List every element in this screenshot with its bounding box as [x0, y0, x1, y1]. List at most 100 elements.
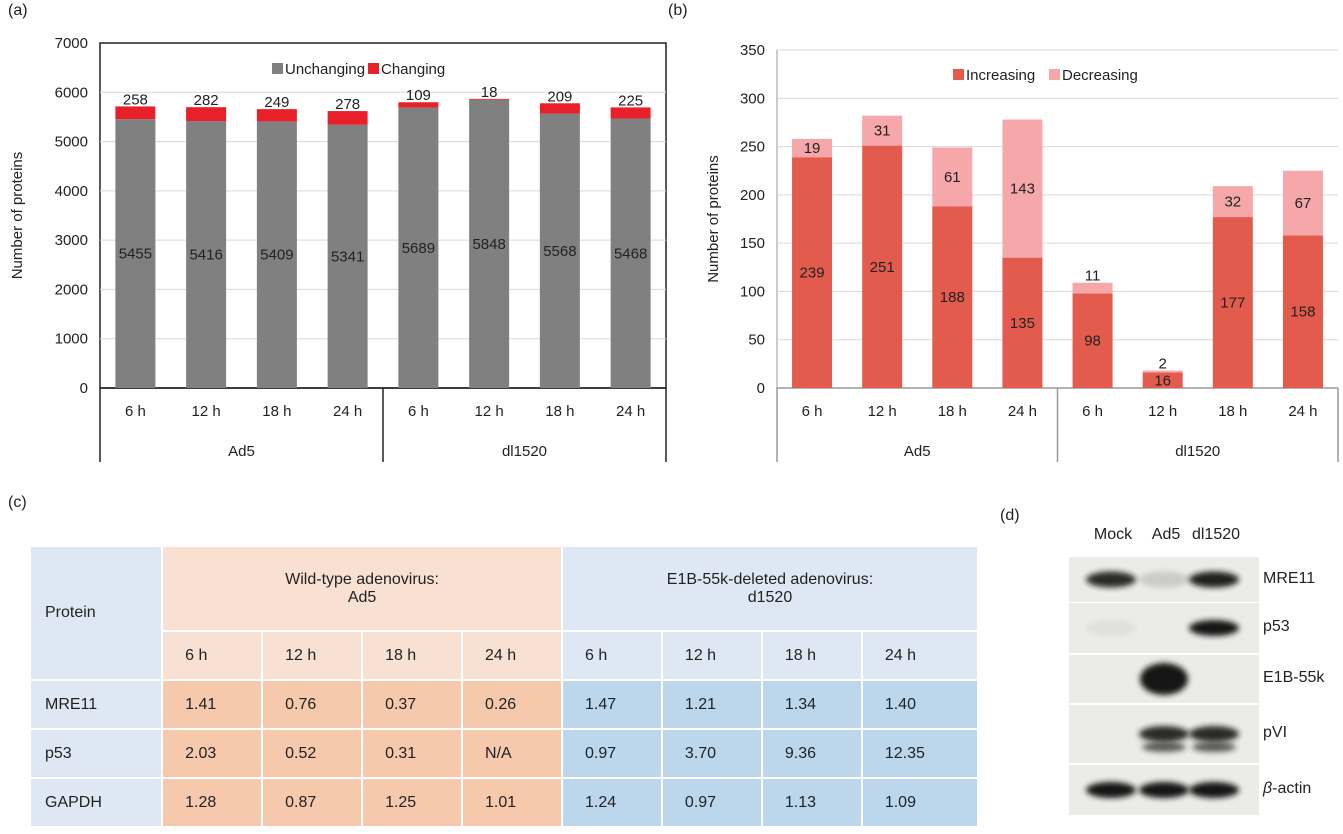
wild-type-header: Wild-type adenovirus: Ad5 [161, 545, 563, 632]
chart-b-label-increasing: 188 [940, 289, 965, 306]
chart-b-bar-decreasing [792, 138, 833, 158]
chart-a-x-tick-label: 18 h [545, 403, 574, 420]
chart-b-label-decreasing: 61 [944, 169, 961, 186]
chart-a-x-tick-label: 12 h [475, 403, 504, 420]
chart-a-label-changing: 282 [194, 92, 219, 109]
value-cell: 1.21 [660, 679, 763, 730]
chart-b-label-increasing: 251 [870, 259, 895, 276]
chart-a-bar-changing [115, 106, 156, 120]
chart-a-label-changing: 278 [335, 96, 360, 113]
chart-b-label-increasing: 135 [1010, 315, 1035, 332]
value-cell: 0.37 [361, 679, 464, 730]
lane-label: Mock [1093, 526, 1133, 543]
blot-band [1086, 620, 1136, 636]
chart-a-label-unchanging: 5568 [543, 243, 576, 260]
chart-b-bar-increasing [862, 145, 903, 388]
blot-row-label: pVI [1263, 724, 1288, 741]
chart-a-y-tick-label: 2000 [55, 281, 88, 298]
chart-a-y-tick-label: 7000 [55, 35, 88, 52]
chart-a-legend-swatch-unchanging [272, 63, 283, 74]
blot-band [1139, 782, 1189, 798]
chart-a-plot-frame [99, 42, 667, 389]
chart-a-bar-unchanging [539, 113, 580, 388]
chart-a-y-tick-label: 0 [80, 380, 88, 397]
time-header: 18 h [760, 630, 863, 681]
value-cell: N/A [461, 728, 563, 779]
chart-b-y-axis-label: Number of proteins [705, 155, 722, 283]
protein-name: p53 [28, 728, 164, 779]
chart-a: 0 1000 2000 3000 4000 5000 6000 7000 Number of p… [9, 35, 667, 462]
chart-b-label-decreasing: 143 [1010, 181, 1035, 198]
table-row: p53 2.03 0.52 0.31 N/A 0.97 3.70 9.36 12.35 [28, 728, 980, 779]
chart-a-bar-unchanging [186, 121, 227, 388]
chart-a-bar-unchanging [398, 107, 439, 388]
blot-row-label: MRE11 [1263, 569, 1316, 587]
time-header: 24 h [461, 630, 563, 681]
chart-b-bar-increasing [1282, 235, 1323, 388]
table-row: MRE11 1.41 0.76 0.37 0.26 1.47 1.21 1.34 1.40 [28, 679, 980, 730]
value-cell: 12.35 [860, 728, 980, 779]
chart-a-label-changing: 258 [123, 91, 148, 108]
value-cell: 0.26 [461, 679, 563, 730]
blot-band [1189, 782, 1239, 798]
chart-b-label-increasing: 16 [1154, 372, 1171, 389]
value-cell: 1.25 [361, 777, 464, 828]
chart-a-label-unchanging: 5341 [331, 248, 364, 265]
chart-a-bar-changing [469, 98, 510, 100]
chart-a-x-tick-label: 6 h [408, 403, 429, 420]
panel-label-a: (a) [8, 2, 28, 19]
chart-a-label-unchanging: 5468 [614, 245, 647, 262]
blot-band [1189, 571, 1239, 588]
chart-b-y-tick-label: 150 [740, 235, 765, 252]
value-cell: 0.87 [261, 777, 364, 828]
chart-b-bar-decreasing [932, 147, 973, 207]
chart-a-y-tick-label: 4000 [55, 183, 88, 200]
chart-a-bar-unchanging [115, 119, 156, 389]
blot-band [1142, 742, 1186, 752]
blot-row-label: E1B-55k [1263, 669, 1325, 686]
chart-a-label-changing: 18 [481, 84, 498, 101]
chart-a-label-changing: 225 [618, 92, 643, 109]
chart-a-x-tick-label: 24 h [616, 403, 645, 420]
blot-band [1139, 571, 1189, 588]
western-blot: Mock Ad5 dl1520 MRE11 p53 E1B-55k pVI β-actin [1037, 526, 1337, 828]
chart-a-bar-changing [398, 102, 439, 108]
chart-a-label-changing: 209 [547, 88, 572, 105]
chart-a-legend-changing: Changing [381, 61, 445, 78]
value-cell: 1.34 [760, 679, 863, 730]
time-header: 6 h [161, 630, 264, 681]
value-cell: 1.09 [860, 777, 980, 828]
blot-band [1192, 742, 1236, 752]
chart-a-legend-swatch-changing [368, 63, 379, 74]
lane-label: Ad5 [1151, 526, 1181, 543]
chart-b-label-increasing: 158 [1290, 304, 1315, 321]
deleted-header: E1B-55k-deleted adenovirus: d1520 [560, 545, 980, 632]
panel-label-d: (d) [1000, 507, 1020, 524]
chart-a-bar-unchanging [610, 118, 651, 389]
chart-b-x-tick-label: 12 h [1148, 403, 1177, 420]
time-header: 12 h [261, 630, 364, 681]
chart-b-label-decreasing: 11 [1085, 268, 1101, 285]
chart-b-x-tick-label: 6 h [1082, 403, 1103, 420]
chart-b-label-increasing: 177 [1220, 295, 1245, 312]
chart-b-legend-increasing: Increasing [966, 67, 1035, 84]
chart-a-label-unchanging: 5689 [402, 240, 435, 257]
value-cell: 0.52 [261, 728, 364, 779]
value-cell: 1.40 [860, 679, 980, 730]
chart-b-label-decreasing: 31 [874, 123, 891, 140]
fold-change-table: Protein Wild-type adenovirus: Ad5 E1B-55… [28, 545, 980, 828]
chart-a-x-tick-label: 12 h [192, 403, 221, 420]
chart-b-bar-increasing [792, 157, 833, 388]
chart-b: 0 50 100 150 200 250 300 350 Number of proteins 2… [705, 42, 1339, 462]
chart-a-x-tick-label: 6 h [125, 403, 146, 420]
chart-a-y-tick-label: 3000 [55, 232, 88, 249]
chart-a-bar-changing [327, 111, 368, 125]
deleted-header-line2: d1520 [747, 588, 793, 606]
chart-b-label-increasing: 239 [800, 265, 825, 282]
chart-b-bar-decreasing [1212, 186, 1253, 218]
wild-type-header-line1: Wild-type adenovirus: [285, 570, 439, 588]
wild-type-header-line2: Ad5 [347, 588, 377, 606]
chart-a-bar-changing [610, 107, 651, 119]
value-cell: 1.41 [161, 679, 264, 730]
value-cell: 1.47 [560, 679, 663, 730]
